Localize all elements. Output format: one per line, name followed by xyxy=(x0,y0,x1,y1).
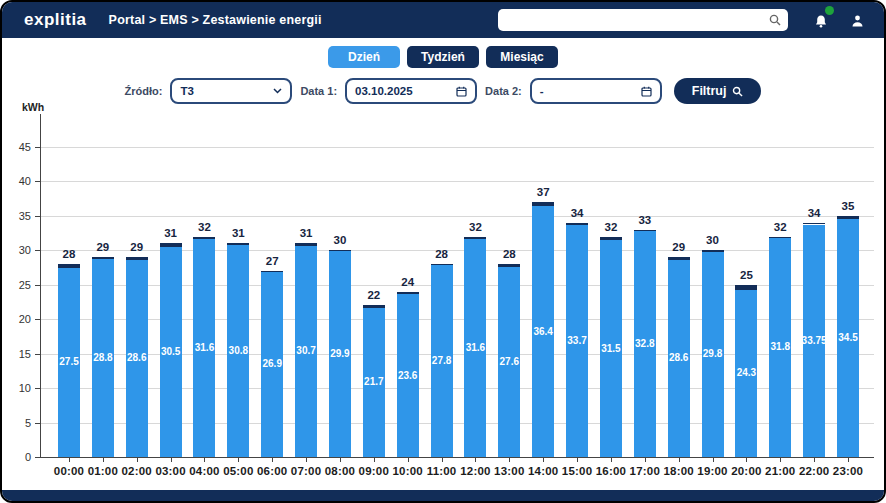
bar-cap[interactable] xyxy=(735,285,757,290)
bar-cap[interactable] xyxy=(363,305,385,307)
bar-cap[interactable] xyxy=(566,223,588,225)
y-tick-label: 25 xyxy=(4,279,31,291)
x-tick xyxy=(171,458,172,462)
x-tick xyxy=(340,458,341,462)
y-tick-label: 40 xyxy=(4,175,31,187)
bar-top-label: 28 xyxy=(422,248,462,260)
bar-cap[interactable] xyxy=(769,237,791,238)
x-tick xyxy=(69,458,70,462)
x-tick xyxy=(103,458,104,462)
x-tick xyxy=(848,458,849,462)
y-tick-label: 10 xyxy=(4,382,31,394)
bar-inner-label: 29.9 xyxy=(320,348,360,359)
bar-inner-label: 27.6 xyxy=(489,356,529,367)
y-axis-line xyxy=(40,114,41,457)
bar-top-label: 31 xyxy=(218,227,258,239)
y-tick-label: 15 xyxy=(4,348,31,360)
x-tick xyxy=(780,458,781,462)
x-tick xyxy=(645,458,646,462)
bar-top-label: 30 xyxy=(320,234,360,246)
x-tick xyxy=(679,458,680,462)
bar-cap[interactable] xyxy=(397,292,419,295)
bar-cap[interactable] xyxy=(803,223,825,225)
bar-inner-label: 34.5 xyxy=(828,332,868,343)
bar-cap[interactable] xyxy=(329,250,351,251)
bar-top-label: 34 xyxy=(557,207,597,219)
bar-cap[interactable] xyxy=(227,243,249,244)
bar-top-label: 33 xyxy=(625,214,665,226)
y-tick-label: 45 xyxy=(4,141,31,153)
grid-line xyxy=(41,216,874,217)
bar-inner-label: 32.8 xyxy=(625,338,665,349)
bar-top-label: 32 xyxy=(760,221,800,233)
x-tick xyxy=(442,458,443,462)
bar-top-label: 27 xyxy=(252,255,292,267)
app-window: explitia Portal > EMS > Zestawienie ener… xyxy=(0,0,886,503)
x-tick xyxy=(746,458,747,462)
x-tick xyxy=(408,458,409,462)
bar-inner-label: 26.9 xyxy=(252,358,292,369)
bar-cap[interactable] xyxy=(431,264,453,265)
bar-cap[interactable] xyxy=(193,237,215,240)
bar-top-label: 22 xyxy=(354,289,394,301)
y-tick-label: 20 xyxy=(4,313,31,325)
x-tick xyxy=(509,458,510,462)
y-tick-label: 35 xyxy=(4,210,31,222)
bar-cap[interactable] xyxy=(160,243,182,246)
x-tick xyxy=(611,458,612,462)
bar-inner-label: 27.8 xyxy=(422,355,462,366)
bar-inner-label: 29.8 xyxy=(693,348,733,359)
bar-top-label: 35 xyxy=(828,200,868,212)
x-tick xyxy=(543,458,544,462)
grid-line xyxy=(41,181,874,182)
bar-cap[interactable] xyxy=(464,237,486,240)
bar-cap[interactable] xyxy=(702,250,724,251)
bar-cap[interactable] xyxy=(532,202,554,206)
bar-cap[interactable] xyxy=(261,271,283,272)
x-tick xyxy=(814,458,815,462)
bar-top-label: 25 xyxy=(726,269,766,281)
bar-top-label: 28 xyxy=(489,248,529,260)
bar-top-label: 24 xyxy=(388,276,428,288)
y-tick-label: 0 xyxy=(4,451,31,463)
y-axis-title: kWh xyxy=(22,101,44,113)
bar-inner-label: 23.6 xyxy=(388,370,428,381)
x-tick xyxy=(475,458,476,462)
y-tick-label: 5 xyxy=(4,417,31,429)
bar-cap[interactable] xyxy=(126,257,148,260)
bar-cap[interactable] xyxy=(498,264,520,267)
bar-top-label: 29 xyxy=(117,241,157,253)
bar-cap[interactable] xyxy=(600,237,622,240)
x-tick xyxy=(272,458,273,462)
x-tick-label: 23:00 xyxy=(824,465,872,477)
energy-bar-chart: kWh0510152025303540452827.500:002928.801… xyxy=(2,2,884,501)
x-axis-line xyxy=(40,457,874,458)
bar-top-label: 37 xyxy=(523,186,563,198)
x-tick xyxy=(577,458,578,462)
bar-inner-label: 24.3 xyxy=(726,367,766,378)
bar-inner-label: 30.8 xyxy=(218,345,258,356)
x-tick xyxy=(204,458,205,462)
bottom-bar xyxy=(2,490,884,501)
y-tick-label: 30 xyxy=(4,244,31,256)
grid-line xyxy=(41,147,874,148)
bar-top-label: 32 xyxy=(455,221,495,233)
x-tick xyxy=(306,458,307,462)
x-tick xyxy=(137,458,138,462)
bar-cap[interactable] xyxy=(92,257,114,258)
x-tick xyxy=(374,458,375,462)
x-tick xyxy=(238,458,239,462)
x-tick xyxy=(713,458,714,462)
bar-cap[interactable] xyxy=(295,243,317,245)
bar-cap[interactable] xyxy=(668,257,690,260)
bar-cap[interactable] xyxy=(837,216,859,219)
bar-inner-label: 31.6 xyxy=(455,342,495,353)
bar-cap[interactable] xyxy=(58,264,80,267)
bar-top-label: 30 xyxy=(693,234,733,246)
bar-cap[interactable] xyxy=(634,230,656,231)
